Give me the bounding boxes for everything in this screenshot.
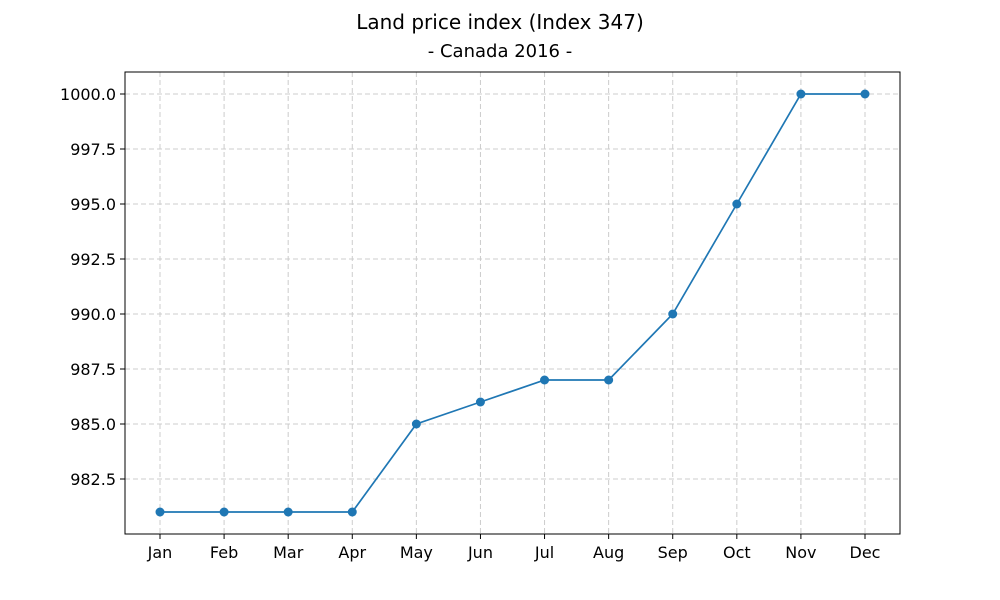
chart-subtitle: - Canada 2016 -: [427, 41, 573, 62]
x-tick-label: Dec: [850, 543, 881, 562]
x-tick-label: Apr: [338, 543, 366, 562]
series-line: [160, 93, 865, 513]
x-tick-label: Aug: [593, 543, 624, 562]
x-tick-label: Sep: [658, 543, 688, 562]
x-tick-label: Oct: [723, 543, 751, 562]
y-tick-label: 982.5: [70, 470, 116, 489]
data-point: [155, 507, 165, 517]
axis-ticks: Jan Feb Mar Apr May Jun Jul Aug Sep Oct Nov Dec 982.…: [60, 85, 880, 562]
data-point: [347, 507, 357, 517]
y-tick-label: 985.0: [70, 415, 116, 434]
data-point: [283, 507, 293, 517]
data-point: [668, 309, 678, 319]
x-tick-label: Mar: [273, 543, 304, 562]
data-point: [796, 89, 806, 99]
x-tick-label: May: [400, 543, 433, 562]
data-point: [475, 397, 485, 407]
y-tick-label: 995.0: [70, 195, 116, 214]
x-tick-label: Nov: [785, 543, 816, 562]
plot-area-frame: [124, 71, 901, 535]
y-tick-label: 997.5: [70, 140, 116, 159]
data-point: [411, 419, 421, 429]
y-tick-label: 990.0: [70, 305, 116, 324]
chart-title: Land price index (Index 347): [356, 10, 644, 34]
data-point: [604, 375, 614, 385]
x-tick-label: Jun: [467, 543, 493, 562]
data-point: [732, 199, 742, 209]
y-tick-label: 987.5: [70, 360, 116, 379]
x-tick-label: Jan: [147, 543, 173, 562]
y-tick-label: 1000.0: [60, 85, 116, 104]
x-tick-label: Jul: [534, 543, 554, 562]
data-point: [219, 507, 229, 517]
x-tick-label: Feb: [210, 543, 238, 562]
data-point: [860, 89, 870, 99]
y-tick-label: 992.5: [70, 250, 116, 269]
series: [155, 89, 870, 517]
data-point: [540, 375, 550, 385]
grid: [125, 72, 900, 534]
